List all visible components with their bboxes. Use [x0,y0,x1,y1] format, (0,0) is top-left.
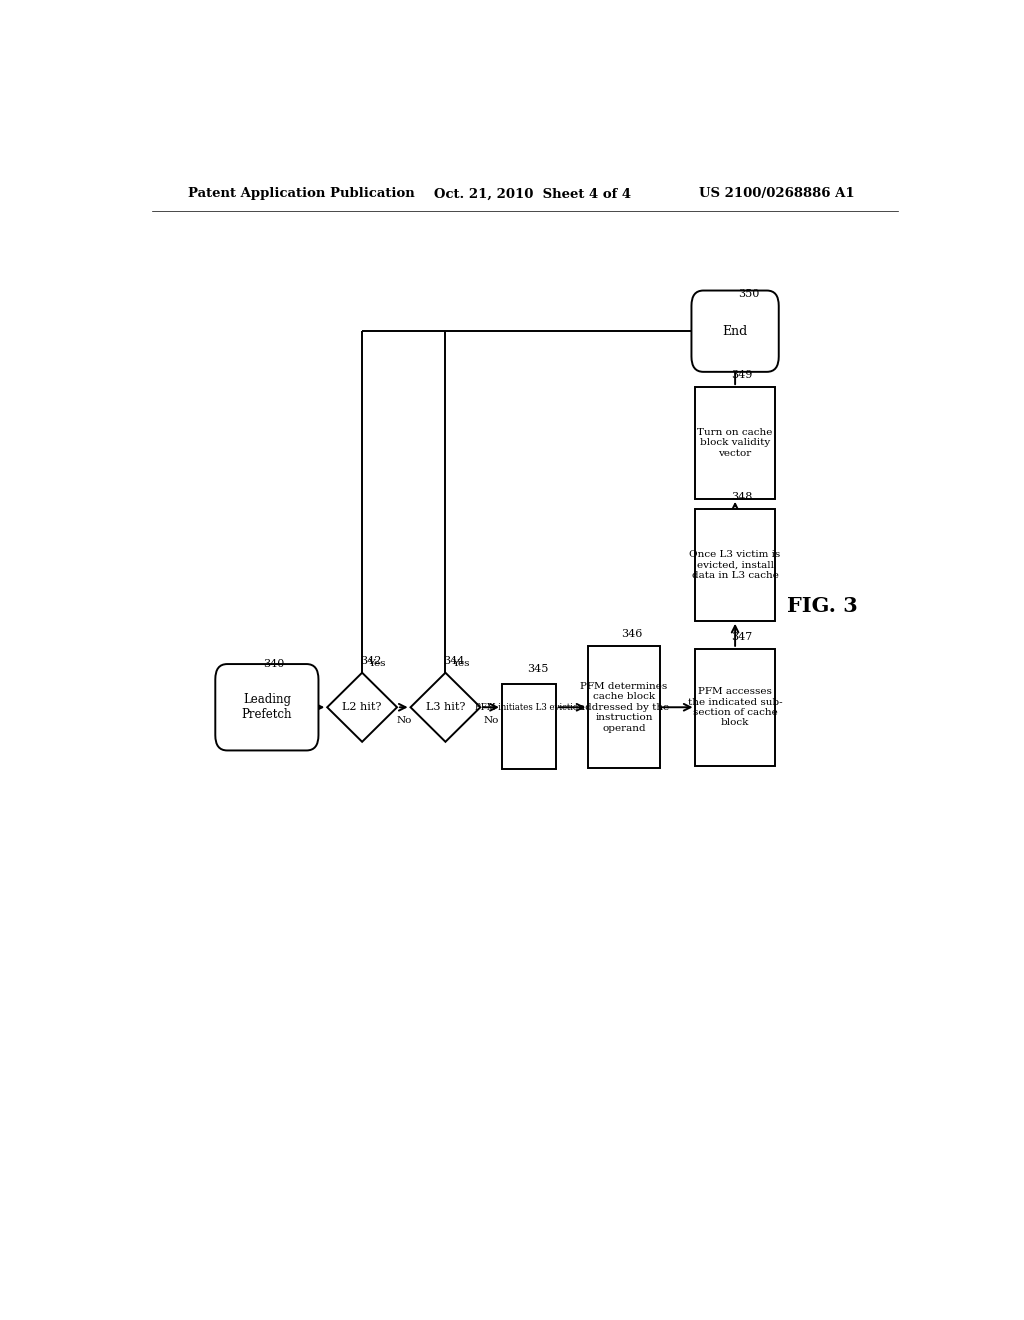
Text: PFM initiates L3 eviction: PFM initiates L3 eviction [474,702,583,711]
Bar [695,387,775,499]
Text: Turn on cache
block validity
vector: Turn on cache block validity vector [697,428,773,458]
Text: Oct. 21, 2010  Sheet 4 of 4: Oct. 21, 2010 Sheet 4 of 4 [433,187,631,201]
Text: 348: 348 [731,492,753,502]
Text: No: No [483,715,499,725]
Text: 347: 347 [731,632,753,642]
Text: No: No [396,715,412,725]
Text: Once L3 victim is
evicted, install
data in L3 cache: Once L3 victim is evicted, install data … [689,550,780,579]
Text: End: End [723,325,748,338]
Text: 342: 342 [359,656,381,665]
Text: Yes: Yes [369,659,386,668]
Text: Patent Application Publication: Patent Application Publication [187,187,415,201]
Text: FIG. 3: FIG. 3 [787,595,858,615]
Text: 344: 344 [443,656,465,665]
Polygon shape [411,673,480,742]
FancyBboxPatch shape [215,664,318,751]
Text: L3 hit?: L3 hit? [426,702,465,713]
Polygon shape [328,673,397,742]
Text: 349: 349 [731,370,753,380]
Text: Yes: Yes [452,659,469,668]
Bar [695,649,775,766]
Bar [588,647,659,768]
Text: 350: 350 [738,289,760,298]
Text: 340: 340 [263,659,285,669]
Text: 346: 346 [622,630,643,639]
Bar [502,684,556,768]
Text: US 2100/0268886 A1: US 2100/0268886 A1 [699,187,855,201]
FancyBboxPatch shape [691,290,778,372]
Bar [695,510,775,620]
Text: L2 hit?: L2 hit? [342,702,382,713]
Text: PFM accesses
the indicated sub-
section of cache
block: PFM accesses the indicated sub- section … [688,688,782,727]
Text: 345: 345 [527,664,549,675]
Text: Leading
Prefetch: Leading Prefetch [242,693,292,721]
Text: PFM determines
cache block
addressed by the
instruction
operand: PFM determines cache block addressed by … [579,682,669,733]
